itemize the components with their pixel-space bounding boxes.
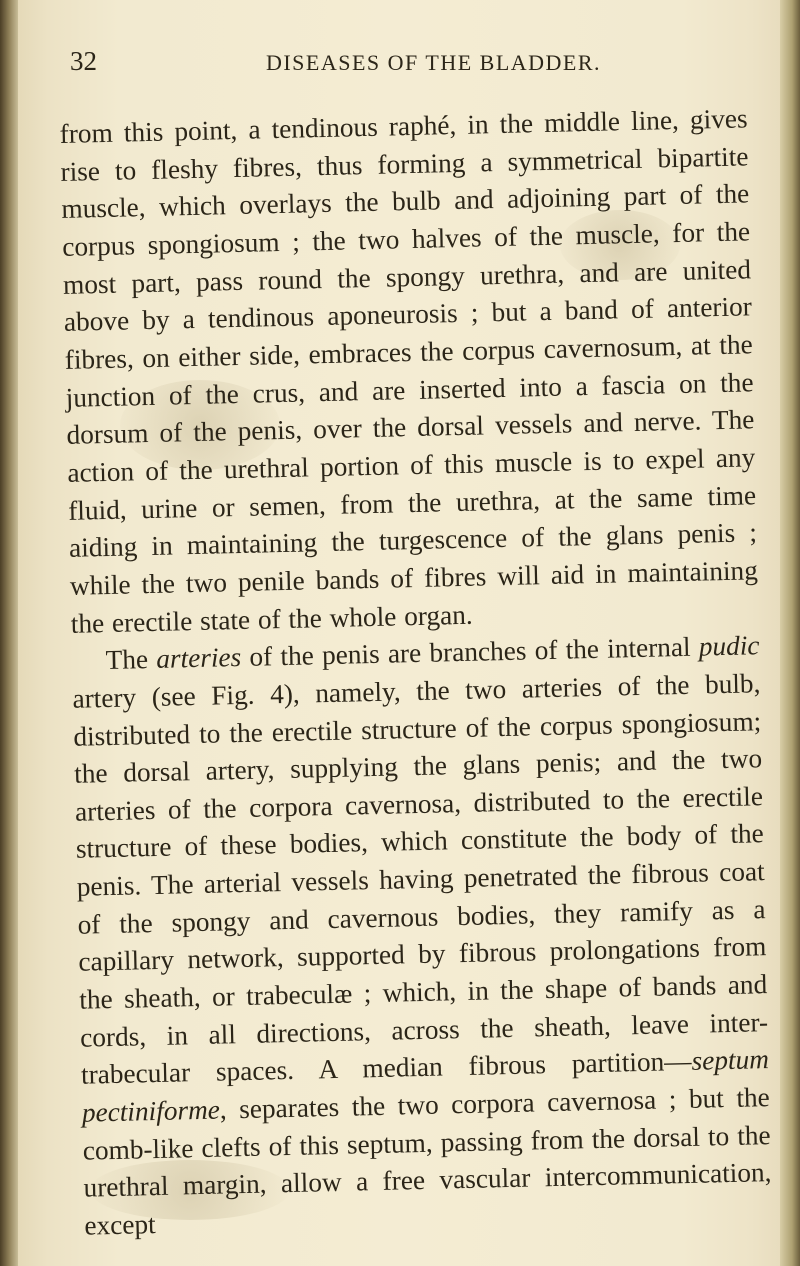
running-head: DISEASES OF THE BLADDER.	[127, 50, 740, 76]
page-header: 32 DISEASES OF THE BLADDER.	[70, 46, 740, 77]
page-number: 32	[70, 46, 97, 77]
italic-text: arteries	[156, 642, 242, 674]
paragraph-2: The arteries of the penis are branches o…	[71, 627, 772, 1245]
scanned-page: 32 DISEASES OF THE BLADDER. from this po…	[0, 0, 800, 1266]
italic-text: septum pectiniforme	[82, 1045, 770, 1128]
page-edge-left	[0, 0, 18, 1266]
paragraph-1: from this point, a tendinous raphé, in t…	[59, 100, 759, 643]
body-text: from this point, a tendinous raphé, in t…	[59, 100, 772, 1245]
page-edge-right	[780, 0, 800, 1266]
italic-text: pudic	[698, 630, 759, 661]
